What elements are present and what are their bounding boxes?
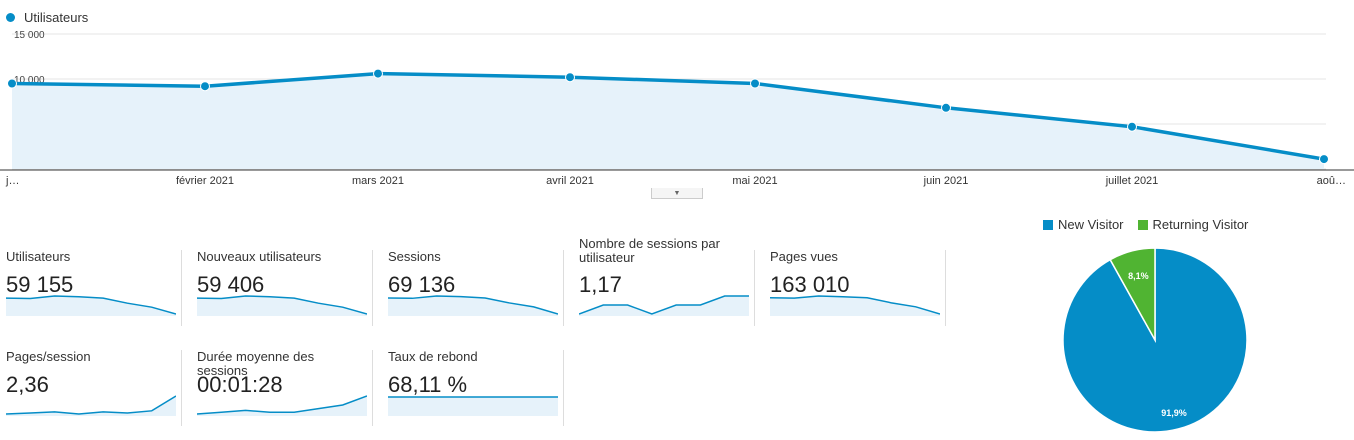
data-point — [373, 68, 383, 79]
metric-label: Durée moyenne des sessions — [197, 349, 315, 378]
metric-label: Taux de rebond — [388, 349, 478, 364]
x-tick-label: juillet 2021 — [1105, 175, 1159, 187]
metric-sparkline — [388, 295, 558, 316]
pie-slice-returning-visitor — [1109, 247, 1156, 343]
sparkline-line — [197, 395, 367, 415]
x-tick-label: avril 2021 — [546, 175, 594, 187]
collapse-chart-handle[interactable]: ▼ — [651, 188, 703, 199]
sparkline-line — [579, 295, 749, 315]
y-tick-label: 10 000 — [14, 75, 45, 86]
metric-sparkline — [579, 295, 749, 316]
data-point — [941, 102, 951, 113]
chevron-down-icon: ▼ — [673, 189, 681, 197]
metric-value: 59 406 — [197, 272, 265, 297]
data-point — [1319, 154, 1329, 165]
divider — [945, 250, 946, 326]
metric-sparkline — [197, 395, 367, 416]
pie-data-label: 91,9% — [1161, 408, 1187, 418]
y-tick-label: 15 000 — [14, 30, 45, 41]
sparkline-area — [6, 296, 176, 316]
legend-item-returning-visitor[interactable]: Returning Visitor — [1137, 217, 1249, 232]
metric-label: Pages vues — [770, 249, 838, 264]
metric-sessions-par-utilisateur[interactable]: Nombre de sessions par utilisateur 1,17 — [573, 236, 755, 326]
data-point — [200, 81, 210, 92]
series-area — [12, 73, 1324, 169]
pie-legend: New Visitor Returning Visitor — [1043, 217, 1262, 232]
divider — [372, 250, 373, 326]
data-point — [1127, 121, 1137, 132]
metric-value: 00:01:28 — [197, 372, 283, 397]
divider — [181, 250, 182, 326]
legend-label: Returning Visitor — [1152, 217, 1249, 232]
metric-label: Nombre de sessions par utilisateur — [579, 236, 720, 265]
divider — [372, 350, 373, 426]
sparkline-line — [197, 295, 367, 315]
x-tick-label: mai 2021 — [732, 175, 777, 187]
metric-sparkline — [6, 395, 176, 416]
x-tick-label: j… — [5, 175, 19, 187]
metric-value: 69 136 — [388, 272, 456, 297]
metric-sparkline — [6, 295, 176, 316]
metric-taux-de-rebond[interactable]: Taux de rebond 68,11 % — [382, 336, 564, 426]
sparkline-line — [770, 295, 940, 315]
x-tick-label: mars 2021 — [352, 175, 404, 187]
metric-pages-session[interactable]: Pages/session 2,36 — [0, 336, 182, 426]
sparkline-area — [197, 296, 367, 316]
legend-swatch — [1137, 219, 1148, 230]
legend-swatch — [1043, 219, 1053, 230]
x-tick-label: juin 2021 — [923, 175, 969, 187]
sparkline-area — [579, 296, 749, 316]
metric-value: 2,36 — [6, 372, 49, 397]
divider — [563, 250, 564, 326]
legend-label: New Visitor — [1058, 217, 1124, 232]
sparkline-line — [6, 295, 176, 315]
visitor-type-pie-chart: 91,9% 8,1% — [1062, 247, 1248, 433]
metric-label: Sessions — [388, 249, 441, 264]
divider — [754, 250, 755, 326]
sparkline-line — [388, 295, 558, 315]
x-tick-label: aoû… — [1317, 175, 1346, 187]
series-color-dot — [6, 13, 15, 22]
metric-value: 59 155 — [6, 272, 74, 297]
metric-nouveaux-utilisateurs[interactable]: Nouveaux utilisateurs 59 406 — [191, 236, 373, 326]
metric-label: Nouveaux utilisateurs — [197, 249, 322, 264]
metric-sparkline — [388, 396, 558, 416]
pie-data-label: 8,1% — [1128, 271, 1149, 281]
data-point — [565, 72, 575, 83]
sparkline-area — [388, 397, 558, 416]
data-point — [750, 78, 760, 89]
metric-duree-moyenne[interactable]: Durée moyenne des sessions 00:01:28 — [191, 336, 373, 426]
metric-value: 163 010 — [770, 272, 850, 297]
metric-utilisateurs[interactable]: Utilisateurs 59 155 — [0, 236, 182, 326]
metric-value: 68,11 % — [388, 372, 468, 397]
data-point — [7, 78, 17, 89]
metric-pages-vues[interactable]: Pages vues 163 010 — [764, 236, 946, 326]
metric-sessions[interactable]: Sessions 69 136 — [382, 236, 564, 326]
metric-value: 1,17 — [579, 272, 622, 297]
x-tick-label: février 2021 — [176, 175, 234, 187]
chart-legend: Utilisateurs — [6, 10, 88, 25]
sparkline-line — [6, 395, 176, 415]
series-line — [11, 71, 1325, 161]
divider — [563, 350, 564, 426]
legend-item-new-visitor[interactable]: New Visitor — [1043, 217, 1124, 232]
series-label: Utilisateurs — [24, 10, 89, 25]
divider — [181, 350, 182, 426]
metric-sparkline — [197, 295, 367, 316]
sparkline-area — [770, 296, 940, 316]
sparkline-area — [197, 396, 367, 416]
metric-label: Utilisateurs — [6, 249, 71, 264]
metric-label: Pages/session — [6, 349, 91, 364]
sparkline-area — [388, 296, 558, 316]
metric-sparkline — [770, 295, 940, 316]
